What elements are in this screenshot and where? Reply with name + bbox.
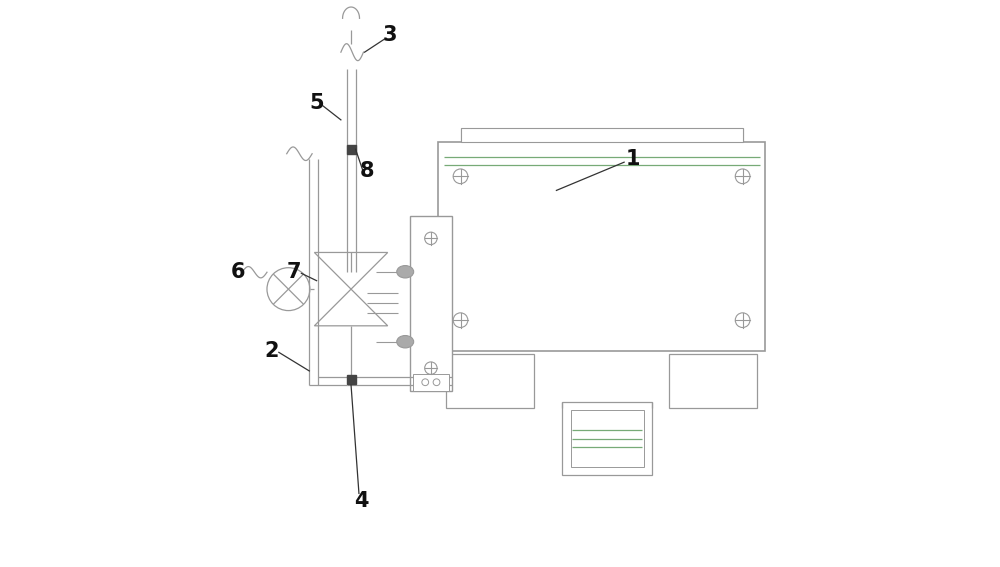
- Text: 6: 6: [230, 262, 245, 282]
- Polygon shape: [347, 145, 356, 154]
- Text: 3: 3: [383, 26, 397, 45]
- Bar: [438, 142, 765, 351]
- Text: 2: 2: [264, 341, 279, 361]
- Bar: [571, 411, 644, 467]
- Bar: [562, 402, 652, 475]
- Text: 8: 8: [360, 160, 375, 181]
- Text: 7: 7: [287, 262, 301, 282]
- Bar: [413, 374, 449, 391]
- Polygon shape: [347, 375, 356, 384]
- Ellipse shape: [397, 265, 414, 278]
- Text: 4: 4: [355, 490, 369, 511]
- Bar: [669, 354, 757, 408]
- Bar: [461, 128, 743, 142]
- Bar: [410, 216, 452, 391]
- Ellipse shape: [397, 336, 414, 348]
- Bar: [446, 354, 534, 408]
- Text: 1: 1: [625, 149, 640, 170]
- Text: 5: 5: [309, 93, 324, 113]
